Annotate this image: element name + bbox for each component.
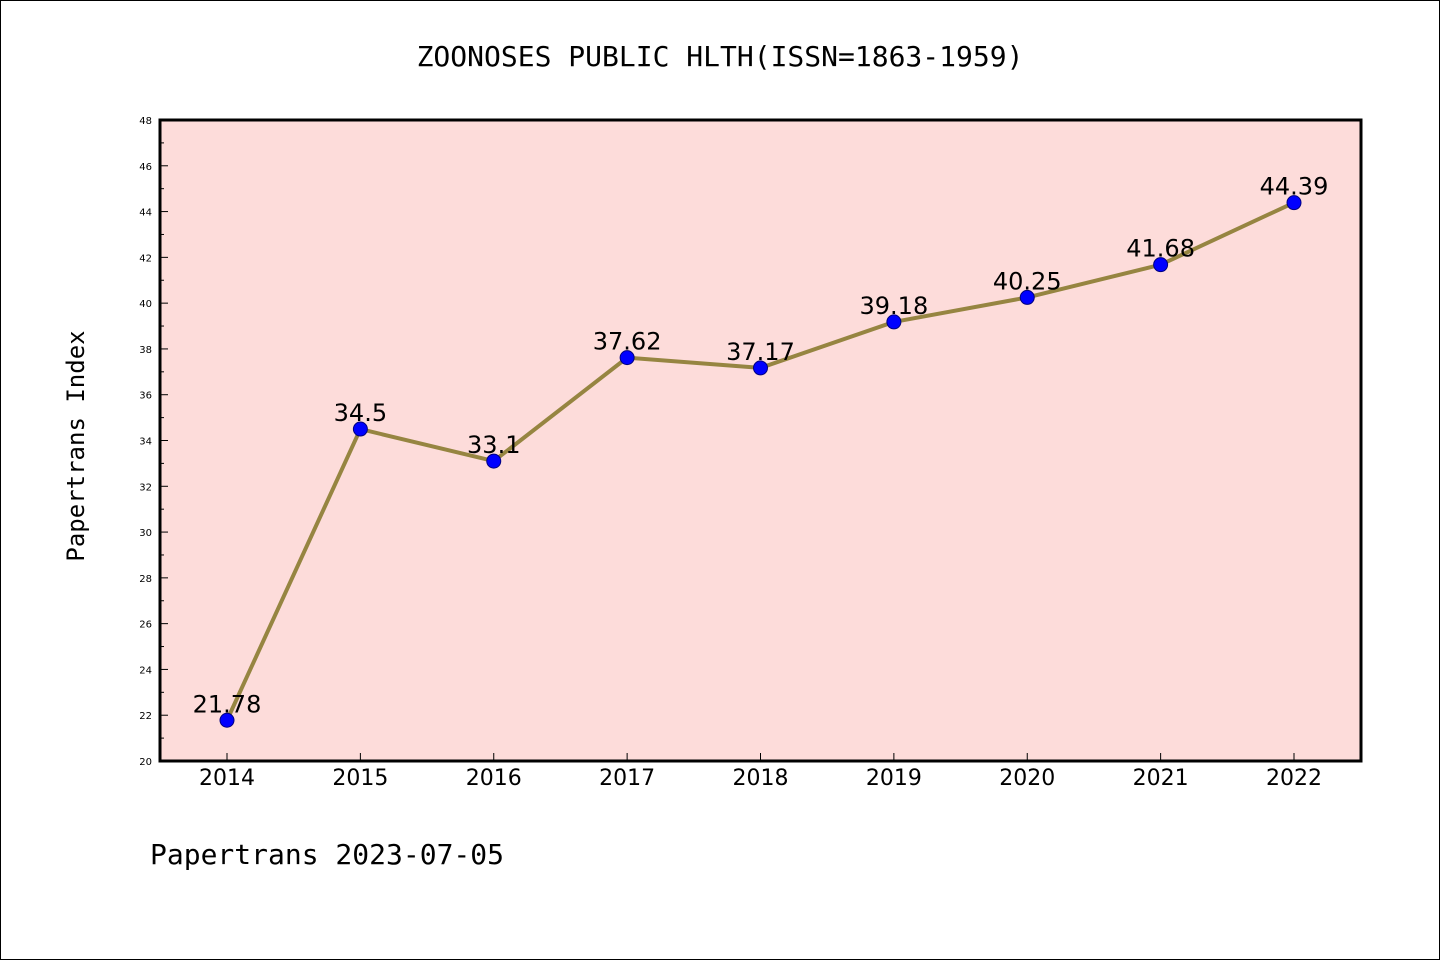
- plot-border: [158, 118, 1363, 763]
- data-label: 39.18: [860, 292, 929, 320]
- data-point: [1019, 289, 1035, 305]
- data-label: 21.78: [193, 690, 262, 718]
- x-tick-label: 2020: [999, 766, 1055, 791]
- x-tick-label: 2015: [332, 766, 388, 791]
- data-labels: 21.78 34.5 33.1 37.62 37.17 39.18 40.25 41.68 44…: [193, 173, 1329, 719]
- data-label: 34.5: [334, 399, 387, 427]
- data-point: [619, 350, 635, 366]
- y-tick-label: 44: [139, 208, 152, 219]
- data-point: [1153, 257, 1169, 273]
- x-axis-ticks: 2014 2015 2016 2017 2018 2019 2020 2021 2022: [199, 753, 1322, 791]
- y-tick-label: 36: [139, 391, 152, 402]
- x-tick-label: 2021: [1133, 766, 1189, 791]
- y-tick-label: 34: [139, 437, 152, 448]
- y-tick-label: 28: [139, 574, 152, 585]
- y-tick-label: 38: [139, 345, 152, 356]
- data-label: 33.1: [467, 431, 520, 459]
- x-tick-label: 2022: [1266, 766, 1322, 791]
- y-tick-label: 40: [139, 299, 152, 310]
- series-group: [219, 195, 1302, 728]
- data-label: 37.17: [726, 338, 795, 366]
- y-tick-label: 24: [139, 665, 152, 676]
- x-tick-label: 2016: [466, 766, 522, 791]
- x-tick-label: 2019: [866, 766, 922, 791]
- y-tick-label: 20: [139, 757, 152, 768]
- x-tick-label: 2014: [199, 766, 255, 791]
- data-point: [486, 453, 502, 469]
- y-tick-label: 30: [139, 528, 152, 539]
- plot-area: [160, 120, 1361, 761]
- chart-title: ZOONOSES PUBLIC HLTH(ISSN=1863-1959): [417, 40, 1024, 73]
- data-label: 40.25: [993, 267, 1062, 295]
- data-point: [886, 314, 902, 330]
- y-tick-label: 22: [139, 711, 152, 722]
- y-tick-label: 32: [139, 482, 152, 493]
- x-tick-label: 2017: [599, 766, 655, 791]
- y-tick-label: 26: [139, 620, 152, 631]
- x-tick-label: 2018: [733, 766, 789, 791]
- y-tick-label: 46: [139, 162, 152, 173]
- footer-text: Papertrans 2023-07-05: [150, 838, 504, 871]
- data-label: 44.39: [1260, 173, 1329, 201]
- data-label: 41.68: [1126, 235, 1195, 263]
- y-tick-label: 42: [139, 253, 152, 264]
- data-point: [352, 421, 368, 437]
- data-point: [753, 360, 768, 376]
- data-label: 37.62: [593, 328, 662, 356]
- y-axis-label: Papertrans Index: [62, 330, 90, 561]
- data-point: [219, 712, 235, 728]
- y-tick-label: 48: [139, 116, 152, 127]
- data-point: [1286, 195, 1302, 211]
